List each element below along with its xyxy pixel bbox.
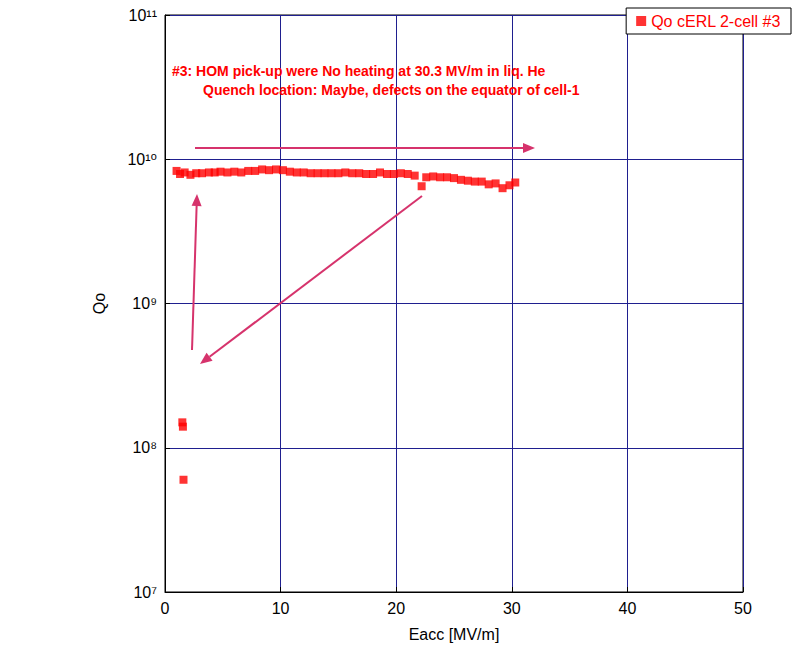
svg-text:50: 50 [734, 600, 752, 617]
svg-text:Qo: Qo [91, 293, 108, 314]
svg-text:40: 40 [619, 600, 637, 617]
svg-text:10¹⁰: 10¹⁰ [127, 151, 157, 168]
svg-text:10⁹: 10⁹ [132, 295, 157, 312]
svg-text:10: 10 [272, 600, 290, 617]
svg-text:30: 30 [503, 600, 521, 617]
svg-text:10⁷: 10⁷ [133, 584, 157, 601]
svg-text:Quench location: Maybe, defect: Quench location: Maybe, defects on the e… [203, 82, 580, 98]
svg-text:10¹¹: 10¹¹ [129, 7, 157, 24]
svg-text:#3: HOM pick-up were No heatin: #3: HOM pick-up were No heating at 30.3 … [172, 63, 546, 79]
svg-text:Eacc [MV/m]: Eacc [MV/m] [409, 626, 500, 643]
svg-text:20: 20 [387, 600, 405, 617]
svg-text:Qo cERL 2-cell #3: Qo cERL 2-cell #3 [651, 13, 780, 30]
svg-text:10⁸: 10⁸ [132, 439, 157, 456]
svg-text:0: 0 [161, 600, 170, 617]
